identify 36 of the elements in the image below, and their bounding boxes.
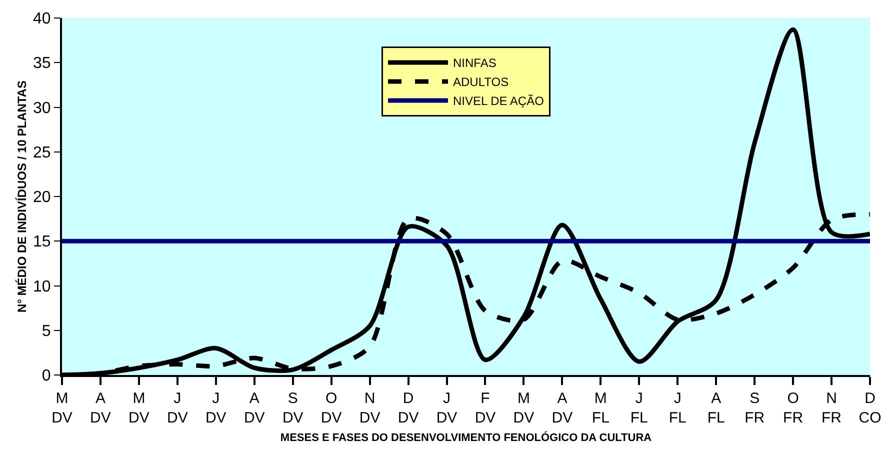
x-tick-label: J FL	[668, 390, 686, 426]
x-tick-label: S DV	[282, 390, 304, 426]
x-tick-label: O DV	[320, 390, 342, 426]
x-tick-label: O FR	[783, 390, 804, 426]
x-tick-label: S FR	[744, 390, 765, 426]
y-tick-label: 25	[33, 144, 51, 162]
y-tick-label: 0	[42, 368, 51, 385]
y-axis-title: N° MÉDIO DE INDIVÍDUOS / 10 PLANTAS	[14, 80, 29, 312]
y-tick-label: 5	[42, 322, 51, 340]
x-tick-label: D CO	[858, 390, 882, 426]
x-tick-label: A DV	[90, 390, 111, 426]
x-tick-label: J DV	[167, 390, 188, 426]
x-tick-label: J DV	[436, 390, 458, 426]
x-tick-label: J FL	[630, 390, 648, 426]
legend-label: NINFAS	[453, 56, 496, 70]
x-tick-label: N DV	[359, 390, 380, 426]
y-tick-label: 30	[33, 100, 51, 117]
x-tick-label: M FL	[592, 390, 610, 426]
y-tick-label: 40	[33, 10, 51, 28]
y-tick-label: 35	[33, 55, 51, 72]
x-tick-label: D DV	[398, 390, 419, 426]
x-tick-label: J DV	[205, 390, 226, 426]
legend-label: ADULTOS	[453, 75, 509, 90]
x-axis-title: MESES E FASES DO DESENVOLVIMENTO FENOLÓGICO DA CULTURA	[280, 431, 652, 444]
legend-label: NIVEL DE AÇÃO	[453, 94, 544, 108]
x-tick-label: M DV	[52, 390, 72, 426]
x-tick-label: N FR	[822, 390, 842, 426]
y-tick-label: 10	[33, 278, 51, 296]
x-tick-label: M DV	[128, 390, 150, 426]
x-tick-label: A DV	[244, 390, 265, 426]
x-tick-label: A FL	[707, 390, 725, 426]
x-tick-label: A DV	[552, 390, 573, 426]
x-tick-label: M DV	[513, 390, 534, 426]
y-tick-label: 20	[33, 189, 51, 206]
x-tick-label: F DV	[474, 390, 496, 426]
y-tick-label: 15	[33, 234, 51, 251]
